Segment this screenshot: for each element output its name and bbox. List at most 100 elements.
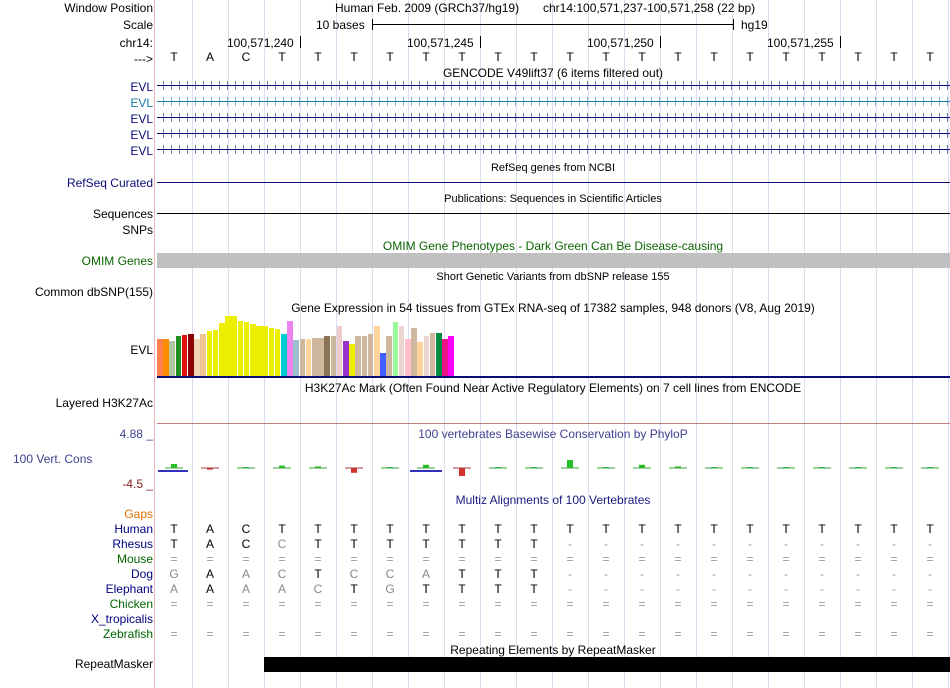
gtex-tissue-bar[interactable]: [405, 338, 411, 376]
refseq-label[interactable]: RefSeq Curated: [66, 176, 153, 190]
gtex-tissue-bar[interactable]: [219, 323, 225, 376]
omim-feature[interactable]: [157, 253, 950, 268]
gtex-tissue-bar[interactable]: [448, 336, 454, 376]
h3k27ac-signal[interactable]: [157, 423, 950, 424]
gtex-tissue-bar[interactable]: [237, 320, 244, 376]
omim-title[interactable]: OMIM Gene Phenotypes - Dark Green Can Be…: [382, 239, 724, 253]
gtex-tissue-bar[interactable]: [436, 332, 442, 376]
gtex-tissue-bar[interactable]: [411, 328, 417, 376]
gtex-tissue-bar[interactable]: [417, 342, 423, 376]
multiz-species-label[interactable]: Human: [114, 522, 153, 536]
gtex-tissue-bar[interactable]: [380, 353, 386, 376]
gtex-tissue-bar[interactable]: [324, 336, 330, 376]
gtex-tissue-bar[interactable]: [262, 325, 268, 376]
gtex-tissue-bar[interactable]: [188, 334, 194, 376]
h3k27ac-title[interactable]: H3K27Ac Mark (Often Found Near Active Re…: [304, 381, 802, 395]
position-readout[interactable]: chr14:100,571,237-100,571,258 (22 bp): [543, 1, 756, 15]
gtex-tissue-bar[interactable]: [429, 332, 436, 376]
phylop-score-bar[interactable]: [459, 468, 465, 476]
gtex-tissue-bar[interactable]: [175, 336, 182, 376]
gtex-title[interactable]: Gene Expression in 54 tissues from GTEx …: [291, 301, 815, 315]
phylop-score-bar[interactable]: [351, 468, 357, 473]
gtex-tissue-bar[interactable]: [281, 334, 287, 376]
gtex-tissue-bar[interactable]: [169, 341, 175, 376]
phylop-score-bar[interactable]: [315, 466, 321, 468]
gtex-tissue-bar[interactable]: [330, 336, 337, 376]
gtex-tissue-bar[interactable]: [231, 316, 237, 376]
snps-label[interactable]: SNPs: [122, 223, 153, 237]
gtex-bar-chart[interactable]: [157, 316, 557, 376]
gtex-tissue-bar[interactable]: [423, 336, 430, 376]
gencode-label[interactable]: EVL: [130, 144, 153, 158]
gtex-tissue-bar[interactable]: [355, 336, 361, 376]
gtex-tissue-bar[interactable]: [163, 338, 169, 376]
gtex-tissue-bar[interactable]: [274, 329, 281, 376]
multiz-species-label[interactable]: X_tropicalis: [90, 612, 153, 626]
gtex-label[interactable]: EVL: [130, 343, 153, 357]
gtex-tissue-bar[interactable]: [194, 338, 200, 376]
gtex-tissue-bar[interactable]: [386, 336, 392, 376]
gtex-tissue-bar[interactable]: [157, 338, 163, 376]
gtex-tissue-bar[interactable]: [361, 336, 368, 376]
multiz-title[interactable]: Multiz Alignments of 100 Vertebrates: [455, 493, 651, 507]
multiz-base: =: [746, 552, 754, 566]
gtex-tissue-bar[interactable]: [398, 325, 405, 376]
gtex-tissue-bar[interactable]: [225, 316, 231, 376]
gencode-label[interactable]: EVL: [130, 112, 153, 126]
dna-base: T: [782, 50, 790, 64]
gtex-tissue-bar[interactable]: [293, 340, 299, 376]
phylop-score-bar[interactable]: [171, 464, 177, 468]
repeatmasker-feature[interactable]: [264, 657, 950, 672]
publications-title[interactable]: Publications: Sequences in Scientific Ar…: [444, 193, 662, 205]
gencode-label[interactable]: EVL: [130, 96, 153, 110]
multiz-species-label[interactable]: Zebrafish: [102, 627, 153, 641]
phylop-score-bar[interactable]: [675, 466, 681, 468]
repeatmasker-title[interactable]: Repeating Elements by RepeatMasker: [450, 643, 656, 657]
gencode-title[interactable]: GENCODE V49lift37 (6 items filtered out): [442, 66, 664, 80]
gtex-tissue-bar[interactable]: [343, 341, 349, 376]
gtex-tissue-bar[interactable]: [442, 338, 448, 376]
gtex-tissue-bar[interactable]: [250, 324, 256, 376]
phylop-score-bar[interactable]: [207, 468, 213, 470]
gtex-tissue-bar[interactable]: [256, 325, 262, 376]
publications-label[interactable]: Sequences: [92, 207, 153, 221]
gtex-tissue-bar[interactable]: [212, 330, 219, 376]
gtex-tissue-bar[interactable]: [318, 337, 324, 376]
gtex-tissue-bar[interactable]: [268, 328, 275, 376]
phylop-score-bar[interactable]: [423, 464, 429, 468]
phylop-score-bar[interactable]: [639, 464, 645, 468]
gtex-tissue-bar[interactable]: [336, 325, 343, 376]
gtex-tissue-bar[interactable]: [392, 322, 399, 376]
multiz-species-label[interactable]: Chicken: [109, 597, 153, 611]
publications-feature[interactable]: [157, 213, 950, 214]
gtex-tissue-bar[interactable]: [349, 343, 355, 376]
multiz-species-label[interactable]: Rhesus: [112, 537, 153, 551]
phylop-title[interactable]: 100 vertebrates Basewise Conservation by…: [418, 427, 688, 441]
refseq-title[interactable]: RefSeq genes from NCBI: [490, 162, 616, 174]
gtex-tissue-bar[interactable]: [374, 325, 380, 376]
gtex-tissue-bar[interactable]: [287, 320, 293, 376]
phylop-label[interactable]: 100 Vert. Cons: [13, 452, 93, 466]
phylop-score-bar[interactable]: [567, 460, 573, 468]
multiz-species-label[interactable]: Dog: [130, 567, 153, 581]
gtex-tissue-bar[interactable]: [206, 331, 213, 376]
gencode-label[interactable]: EVL: [130, 128, 153, 142]
h3k27ac-label[interactable]: Layered H3K27Ac: [55, 396, 153, 410]
gtex-tissue-bar[interactable]: [367, 334, 374, 376]
gtex-tissue-bar[interactable]: [243, 322, 250, 376]
omim-label[interactable]: OMIM Genes: [81, 254, 153, 268]
multiz-species-label[interactable]: Elephant: [105, 582, 153, 596]
gtex-tissue-bar[interactable]: [305, 338, 312, 376]
gtex-tissue-bar[interactable]: [181, 335, 188, 376]
repeatmasker-label[interactable]: RepeatMasker: [74, 657, 153, 671]
phylop-score-bar[interactable]: [279, 465, 285, 468]
gtex-tissue-bar[interactable]: [312, 337, 318, 376]
refseq-feature[interactable]: [157, 182, 950, 183]
gtex-tissue-bar[interactable]: [200, 334, 206, 376]
dbsnp-label[interactable]: Common dbSNP(155): [34, 285, 153, 299]
gtex-tissue-bar[interactable]: [299, 338, 306, 376]
dbsnp-title[interactable]: Short Genetic Variants from dbSNP releas…: [436, 271, 670, 283]
multiz-species-label[interactable]: Mouse: [116, 552, 153, 566]
gencode-label[interactable]: EVL: [130, 80, 153, 94]
